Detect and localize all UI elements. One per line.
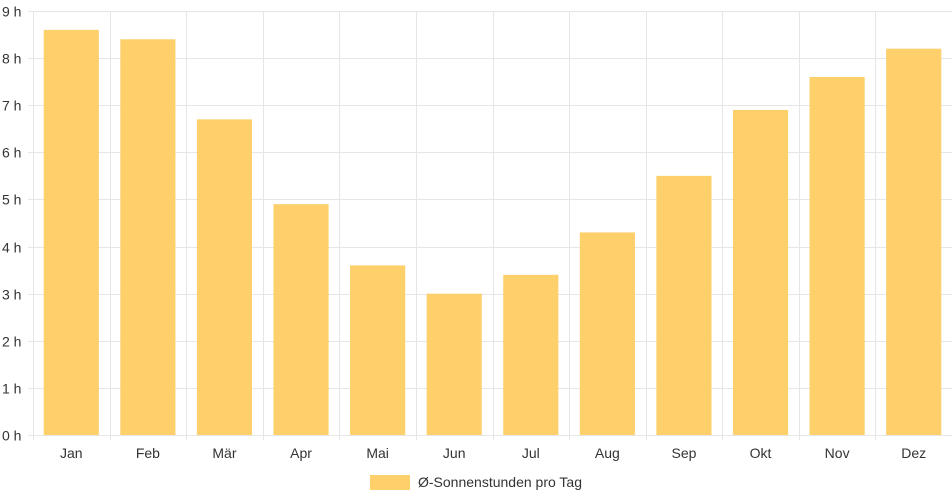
x-tick-label: Sep bbox=[671, 445, 696, 461]
bar-apr[interactable] bbox=[273, 204, 329, 435]
bar-sep[interactable] bbox=[656, 175, 712, 435]
x-tick-label: Okt bbox=[750, 445, 772, 461]
x-tick-label: Jan bbox=[60, 445, 83, 461]
bar-mai[interactable] bbox=[350, 265, 406, 435]
legend[interactable]: Ø-Sonnenstunden pro Tag bbox=[370, 474, 582, 490]
y-tick-label: 4 h bbox=[2, 240, 21, 256]
y-tick-label: 9 h bbox=[2, 4, 21, 20]
bar-dez[interactable] bbox=[886, 48, 942, 435]
x-tick-label: Nov bbox=[825, 445, 850, 461]
x-tick-label: Apr bbox=[290, 445, 312, 461]
bar-aug[interactable] bbox=[579, 232, 635, 435]
bars bbox=[43, 29, 942, 436]
y-tick-label: 7 h bbox=[2, 98, 21, 114]
axes: 0 h 1 h 2 h 3 h 4 h 5 h 6 h 7 h 8 h 9 h Jan Feb Mär A… bbox=[2, 4, 926, 462]
y-tick-label: 6 h bbox=[2, 145, 21, 161]
x-tick-label: Mai bbox=[366, 445, 389, 461]
x-tick-label: Feb bbox=[136, 445, 160, 461]
y-tick-label: 2 h bbox=[2, 334, 21, 350]
x-tick-label: Aug bbox=[595, 445, 620, 461]
bar-jan[interactable] bbox=[43, 29, 99, 435]
bar-jul[interactable] bbox=[503, 274, 559, 435]
bar-mär[interactable] bbox=[196, 119, 253, 435]
y-tick-label: 1 h bbox=[2, 381, 21, 397]
legend-swatch[interactable] bbox=[370, 475, 410, 490]
x-tick-label: Jul bbox=[522, 445, 540, 461]
x-tick-label: Jun bbox=[443, 445, 466, 461]
y-tick-label: 5 h bbox=[2, 192, 21, 208]
y-tick-label: 0 h bbox=[2, 428, 21, 444]
y-tick-label: 3 h bbox=[2, 287, 21, 303]
y-tick-label: 8 h bbox=[2, 51, 21, 67]
bar-nov[interactable] bbox=[809, 76, 865, 435]
bar-okt[interactable] bbox=[732, 109, 789, 435]
x-tick-label: Dez bbox=[901, 445, 926, 461]
bar-jun[interactable] bbox=[426, 293, 482, 435]
bar-feb[interactable] bbox=[120, 39, 176, 436]
legend-label[interactable]: Ø-Sonnenstunden pro Tag bbox=[418, 474, 582, 490]
x-tick-label: Mär bbox=[212, 445, 236, 461]
grid-lines bbox=[28, 11, 952, 440]
